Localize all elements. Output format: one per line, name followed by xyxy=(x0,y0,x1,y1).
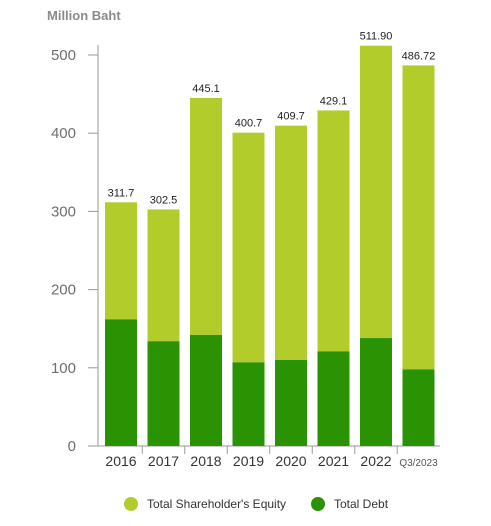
bar-equity-2017 xyxy=(147,209,180,342)
bar-equity-Q3/2023 xyxy=(402,65,435,370)
total-label-0: 311.7 xyxy=(108,187,135,199)
x-tick-label-1: 2017 xyxy=(148,453,179,469)
y-tick-label-0: 0 xyxy=(68,438,76,455)
y-tick-label-3: 300 xyxy=(51,203,76,220)
total-label-6: 511.90 xyxy=(360,31,393,43)
x-tick-label-6: 2022 xyxy=(360,453,391,469)
legend-swatch-0 xyxy=(124,497,138,511)
bar-equity-2019 xyxy=(232,132,265,363)
legend-label-0: Total Shareholder's Equity xyxy=(147,497,286,511)
total-label-5: 429.1 xyxy=(320,95,348,107)
y-tick-label-5: 500 xyxy=(51,47,76,64)
total-label-3: 400.7 xyxy=(235,118,263,130)
y-tick-label-2: 200 xyxy=(51,282,76,299)
x-tick-label-0: 2016 xyxy=(105,453,136,469)
total-label-1: 302.5 xyxy=(150,194,178,206)
legend: Total Shareholder's Equity Total Debt xyxy=(124,497,389,511)
bar-equity-2022 xyxy=(360,45,392,339)
bars xyxy=(105,45,435,446)
bar-debt-Q3/2023 xyxy=(402,369,435,446)
total-labels: 311.7 302.5 445.1 400.7 409.7 429.1 511.90 486.… xyxy=(108,31,436,207)
x-tick-label-7: Q3/2023 xyxy=(399,458,438,469)
bar-debt-2018 xyxy=(190,334,222,446)
legend-swatch-1 xyxy=(311,497,325,511)
bar-debt-2016 xyxy=(105,319,137,446)
total-label-2: 445.1 xyxy=(192,83,220,95)
y-tick-label-4: 400 xyxy=(51,125,76,142)
x-tick-label-2: 2018 xyxy=(190,453,221,469)
bar-equity-2021 xyxy=(317,110,350,352)
bar-debt-2017 xyxy=(147,341,180,446)
bar-debt-2019 xyxy=(232,362,265,446)
bar-debt-2022 xyxy=(360,338,392,446)
total-label-4: 409.7 xyxy=(277,111,305,123)
bar-debt-2021 xyxy=(317,351,350,446)
total-label-7: 486.72 xyxy=(402,50,436,62)
legend-label-1: Total Debt xyxy=(334,497,389,511)
bar-equity-2020 xyxy=(275,125,307,360)
x-tick-label-4: 2020 xyxy=(275,453,306,469)
x-tick-label-5: 2021 xyxy=(318,453,349,469)
axes: 0 100 200 300 400 500 2016 2017 2018 2019 2020 2021… xyxy=(51,45,440,469)
y-tick-label-1: 100 xyxy=(51,360,76,377)
bar-equity-2016 xyxy=(105,202,137,320)
y-unit-label: Million Baht xyxy=(47,8,121,23)
x-tick-label-3: 2019 xyxy=(233,453,264,469)
bar-debt-2020 xyxy=(275,359,307,446)
bar-equity-2018 xyxy=(190,97,222,335)
